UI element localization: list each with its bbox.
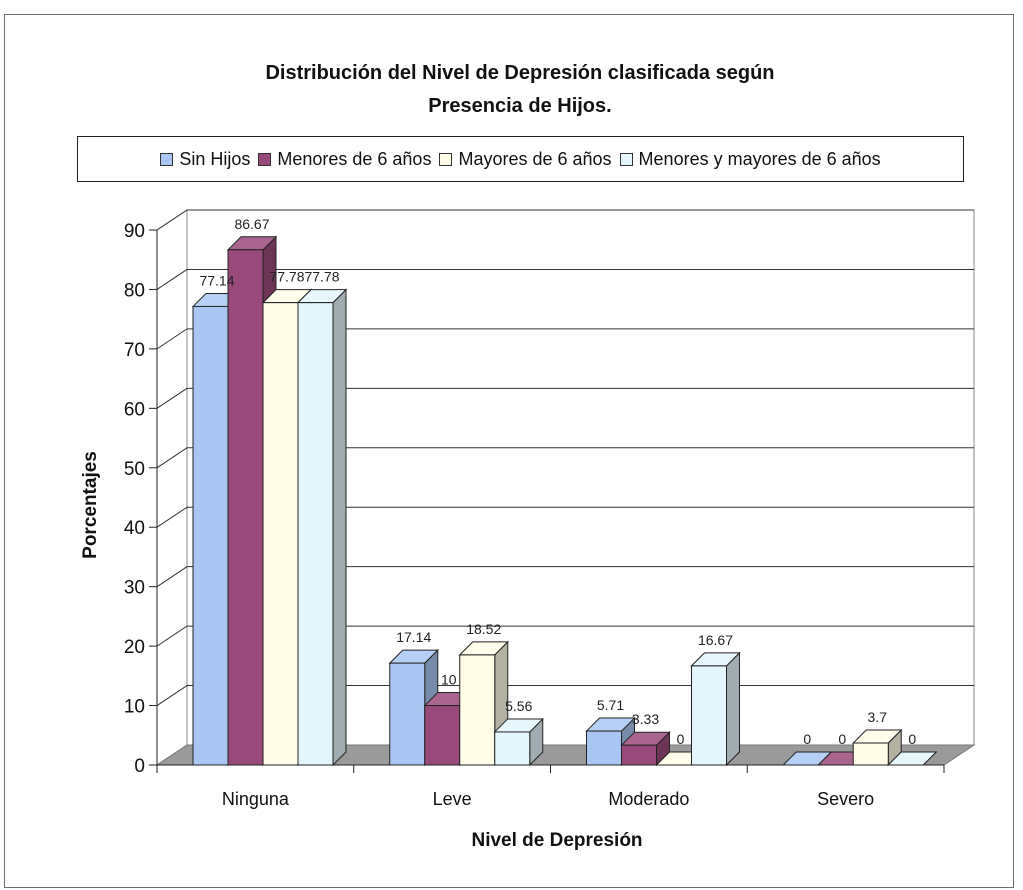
data-label: 0 [908, 731, 916, 747]
gridline-side [156, 566, 188, 588]
data-label: 77.14 [199, 272, 234, 288]
chart-legend: Sin Hijos Menores de 6 años Mayores de 6… [77, 136, 964, 182]
y-tick-label: 70 [124, 340, 145, 361]
gridline-side [156, 447, 188, 469]
bar-front [691, 665, 727, 766]
legend-label-menores-y-mayores: Menores y mayores de 6 años [638, 148, 881, 169]
bar-front [262, 302, 299, 766]
side-wall [156, 209, 188, 766]
bar [620, 730, 671, 767]
y-tick-label: 50 [124, 459, 145, 480]
gridline-side [156, 328, 188, 350]
legend-swatch-mayores [439, 152, 453, 166]
y-tick-label: 90 [124, 221, 145, 242]
y-tick-label: 20 [124, 637, 145, 658]
legend-swatch-menores-y-mayores [619, 152, 633, 166]
legend-item-mayores: Mayores de 6 años [439, 148, 612, 170]
legend-label-mayores: Mayores de 6 años [458, 148, 612, 169]
gridline-side [156, 209, 188, 231]
data-label: 0 [677, 731, 685, 747]
y-tick-label: 60 [124, 399, 145, 420]
y-tick-label: 10 [124, 697, 145, 718]
bar-side [726, 651, 740, 767]
gridline-side [156, 685, 188, 706]
x-tick-label: Severo [817, 789, 874, 809]
x-tick-label: Moderado [608, 789, 689, 809]
bar-front [459, 654, 496, 766]
legend-item-menores: Menores de 6 años [258, 149, 431, 170]
chart-title-line-1: Distribución del Nivel de Depresión clas… [265, 62, 775, 84]
gridline-side [156, 625, 188, 647]
data-label: 10 [441, 672, 457, 688]
bar-front [389, 662, 426, 766]
data-label: 17.14 [396, 629, 431, 645]
data-label: 77.78 [269, 269, 304, 285]
legend-item-sin-hijos: Sin Hijos [160, 149, 250, 170]
bar-front [227, 249, 264, 766]
data-label: 5.56 [505, 698, 532, 714]
data-label: 18.52 [466, 621, 501, 637]
legend-label-sin-hijos: Sin Hijos [179, 148, 251, 169]
bar [296, 288, 348, 767]
x-axis-title: Nivel de Depresión [471, 830, 642, 851]
bar [493, 717, 544, 767]
bar [852, 728, 903, 767]
bar-front [621, 744, 657, 766]
legend-swatch-menores [258, 152, 272, 166]
x-tick-label: Leve [433, 789, 472, 809]
bar-front [494, 731, 531, 766]
data-label: 3.33 [632, 711, 659, 727]
legend-item-menores-y-mayores: Menores y mayores de 6 años [619, 148, 881, 170]
y-tick-label: 40 [124, 518, 145, 539]
gridline-side [156, 387, 188, 409]
data-label: 77.78 [304, 269, 339, 285]
x-tick-label: Ninguna [222, 789, 290, 809]
gridline-side [156, 506, 188, 528]
gridline-side [156, 269, 188, 290]
data-label: 0 [838, 731, 846, 747]
data-label: 3.7 [868, 709, 888, 725]
bar-side [332, 288, 347, 767]
bar-front [586, 730, 622, 766]
y-tick-label: 0 [134, 756, 145, 777]
legend-swatch-sin-hijos [160, 152, 174, 166]
data-label: 0 [803, 731, 811, 747]
bar [690, 651, 741, 767]
bars [191, 235, 938, 767]
y-axis-title: Porcentajes [80, 451, 101, 559]
data-label: 5.71 [597, 697, 624, 713]
y-tick-label: 80 [124, 280, 145, 301]
bar-front [297, 302, 334, 766]
bar-front [424, 705, 461, 766]
legend-label-menores: Menores de 6 años [277, 148, 432, 169]
data-label: 86.67 [234, 216, 269, 232]
y-tick-label: 30 [124, 578, 145, 599]
bar-front [852, 742, 889, 766]
bar-front [192, 305, 229, 766]
data-label: 16.67 [698, 632, 733, 648]
chart-title-line-2: Presencia de Hijos. [428, 95, 612, 117]
